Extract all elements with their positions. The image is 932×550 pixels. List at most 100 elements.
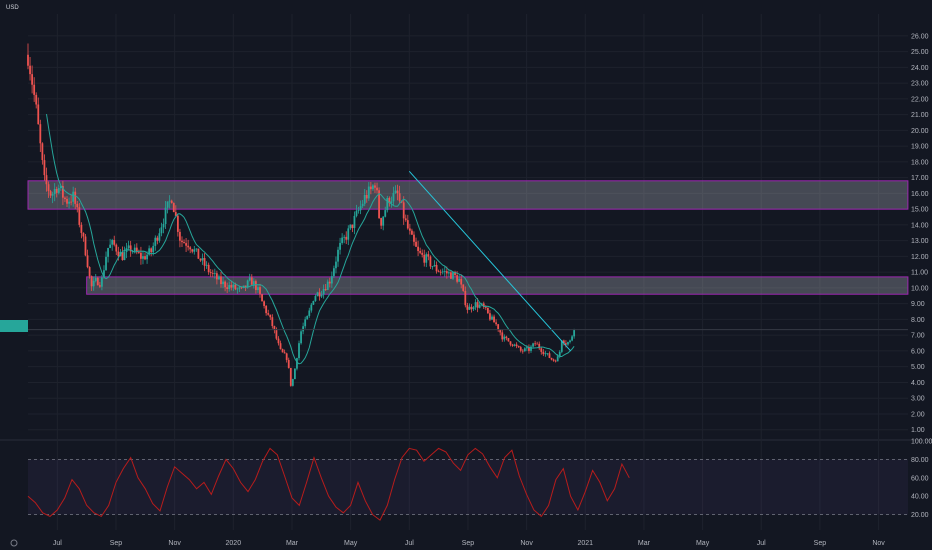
y-tick-label: 23.00 [911,81,929,88]
candle [382,216,385,226]
candle [222,281,224,285]
candle [507,338,510,342]
ma-line [46,114,575,365]
candle [27,54,29,66]
candle [275,330,278,339]
candle [437,271,440,273]
candle [72,191,75,202]
rsi-axis[interactable]: 20.00 40.00 60.00 80.00 100.00 [911,439,932,520]
candle [359,206,362,211]
candle [427,254,430,257]
candle [218,276,220,280]
candle [380,218,383,226]
candle [137,252,140,253]
candle [536,343,539,345]
candle [501,332,504,340]
candle [242,285,245,288]
candle [189,247,192,250]
candle [98,285,101,287]
price-axis[interactable]: 1.00 2.00 3.00 4.00 5.00 6.00 7.00 8.00 9.00 10.0… [911,33,929,434]
candle [363,194,366,204]
candle [454,271,456,276]
candle [257,287,259,291]
candle [289,367,292,386]
candle [343,236,346,238]
candle [269,314,272,318]
candle [238,287,241,289]
candle [150,248,153,253]
candle [29,65,31,75]
candle [74,191,77,204]
candle [468,306,471,310]
candle [351,224,354,229]
rsi-tick-label: 100.00 [911,439,932,446]
candle [456,275,458,282]
x-tick-label: Nov [872,540,885,547]
candle [376,187,378,191]
x-tick-label: Mar [286,540,299,547]
candle [57,188,60,193]
candle [411,230,413,235]
candle [144,256,146,260]
candle [328,281,331,284]
candle [86,255,89,268]
candle [509,341,512,345]
candle [78,207,81,225]
candle [495,322,498,325]
candle [519,347,522,351]
candle [82,232,85,237]
candle [429,256,432,267]
candle [431,266,434,268]
candle [452,271,454,279]
candle [187,245,190,248]
y-tick-label: 25.00 [911,49,929,56]
rsi-panel [27,447,908,521]
candle [320,294,323,297]
candle [156,237,159,241]
x-tick-label: Nov [168,540,181,547]
candle [466,305,469,310]
trendline[interactable] [408,171,571,352]
candle [497,324,500,330]
candle [252,281,255,285]
candle [513,344,516,346]
candle [84,236,87,256]
settings-icon[interactable] [10,539,18,547]
candle [476,302,479,308]
candle [361,203,364,207]
candle [369,186,372,190]
y-tick-label: 11.00 [911,270,928,277]
candle [170,200,173,204]
candle [101,277,103,287]
candle [458,278,461,282]
candle [154,237,157,246]
candle [267,313,270,315]
candle [396,190,399,194]
candle [191,249,194,252]
candle [181,240,183,243]
candle [43,160,46,176]
candle [88,267,91,277]
candle [482,303,485,307]
candle [306,316,309,320]
time-axis[interactable]: Jul Sep Nov 2020 Mar May Jul Sep Nov 2021 Mar May Ju… [53,540,885,547]
x-tick-label: Sep [110,540,123,547]
candle [213,273,216,275]
candle [51,194,54,196]
candle [419,251,422,253]
candle [113,240,116,245]
candle [294,368,296,380]
x-tick-label: Mar [638,540,651,547]
candle [470,306,473,310]
y-tick-label: 13.00 [911,238,929,245]
y-tick-label: 7.00 [911,333,925,340]
y-tick-label: 9.00 [911,301,925,308]
candle [103,270,105,278]
y-tick-label: 22.00 [911,96,929,103]
candle [41,143,44,161]
candle [287,359,290,368]
candle [330,276,333,284]
price-badge [0,320,28,332]
candle [417,246,419,252]
